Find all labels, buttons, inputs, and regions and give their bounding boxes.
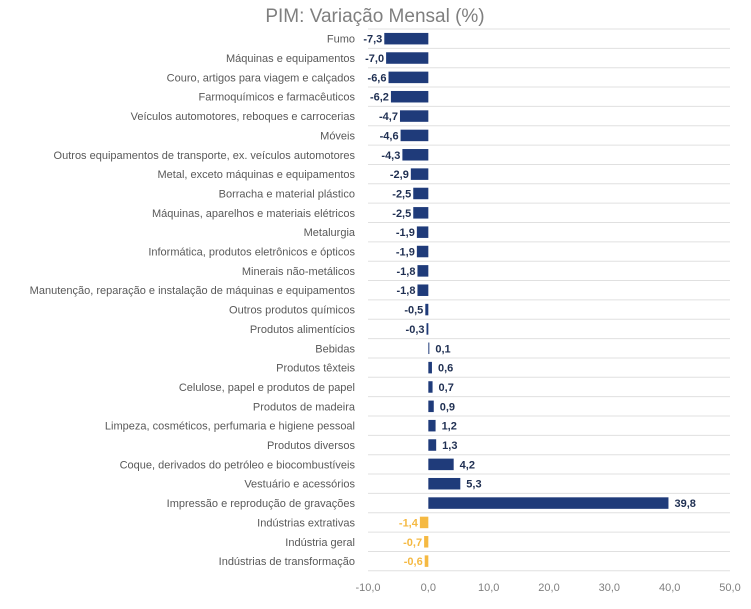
- data-label: -1,9: [396, 247, 415, 259]
- bar: [428, 342, 430, 355]
- bar: [388, 71, 429, 84]
- bar: [384, 32, 429, 45]
- bar: [426, 323, 429, 335]
- bar: [410, 168, 429, 180]
- category-label: Veículos automotores, reboques e carroce…: [131, 111, 356, 123]
- category-label: Celulose, papel e produtos de papel: [179, 382, 355, 394]
- category-label: Farmoquímicos e farmacêuticos: [199, 92, 356, 104]
- data-label: -1,9: [396, 227, 415, 239]
- data-label: 1,2: [442, 421, 457, 433]
- category-label: Coque, derivados do petróleo e biocombus…: [120, 459, 356, 471]
- category-label: Fumo: [327, 34, 355, 46]
- data-label: -2,9: [390, 169, 409, 181]
- bar: [417, 265, 429, 277]
- data-label: -7,3: [363, 34, 382, 46]
- category-label: Minerais não-metálicos: [242, 266, 356, 278]
- bar: [428, 477, 461, 490]
- bar: [419, 516, 429, 529]
- bar: [428, 439, 437, 451]
- bar: [428, 419, 436, 432]
- x-tick-label: 40,0: [659, 582, 680, 594]
- bar: [424, 555, 429, 567]
- category-label: Indústrias de transformação: [219, 556, 355, 568]
- bar: [425, 303, 429, 316]
- category-label: Produtos diversos: [267, 440, 356, 452]
- bar: [424, 536, 429, 548]
- x-tick-label: 30,0: [599, 582, 620, 594]
- data-label: -0,6: [404, 556, 423, 568]
- data-label: -4,3: [381, 150, 400, 162]
- category-label: Máquinas, aparelhos e materiais elétrico…: [152, 208, 355, 220]
- bar: [428, 497, 669, 509]
- category-label: Produtos alimentícios: [250, 324, 356, 336]
- data-label: 1,3: [442, 440, 457, 452]
- data-label: 5,3: [466, 479, 481, 491]
- category-label: Metal, exceto máquinas e equipamentos: [157, 169, 355, 181]
- data-label: 0,7: [439, 382, 454, 394]
- category-label: Móveis: [320, 130, 355, 142]
- data-label: 0,6: [438, 363, 453, 375]
- chart-title: PIM: Variação Mensal (%): [265, 6, 484, 27]
- bar: [402, 149, 429, 161]
- data-label: -4,7: [379, 111, 398, 123]
- bar: [390, 90, 429, 103]
- x-tick-label: 10,0: [478, 582, 499, 594]
- x-tick-label: -10,0: [355, 582, 380, 594]
- bar: [386, 52, 429, 64]
- data-label: -2,5: [392, 188, 411, 200]
- category-label: Informática, produtos eletrônicos e ópti…: [148, 247, 355, 259]
- category-label: Vestuário e acessórios: [244, 479, 355, 491]
- category-label: Outros equipamentos de transporte, ex. v…: [54, 150, 356, 162]
- bar: [416, 226, 429, 238]
- data-label: 0,1: [435, 343, 450, 355]
- category-label: Outros produtos químicos: [229, 305, 355, 317]
- category-label: Manutenção, reparação e instalação de má…: [30, 285, 356, 297]
- data-label: -7,0: [365, 53, 384, 65]
- bar: [417, 284, 429, 296]
- data-label: -1,8: [397, 266, 416, 278]
- data-label: -1,4: [399, 517, 419, 529]
- bar: [416, 245, 429, 258]
- data-label: -6,2: [370, 92, 389, 104]
- category-label: Impressão e reprodução de gravações: [167, 498, 356, 510]
- bar: [428, 458, 454, 471]
- x-tick-label: 50,0: [719, 582, 740, 594]
- category-label: Produtos de madeira: [253, 401, 356, 413]
- category-label: Produtos têxteis: [276, 363, 355, 375]
- category-label: Bebidas: [315, 343, 355, 355]
- category-label: Indústria geral: [285, 537, 355, 549]
- data-label: 0,9: [440, 401, 455, 413]
- bar: [413, 207, 429, 219]
- data-label: -4,6: [380, 130, 399, 142]
- data-label: -6,6: [368, 72, 387, 84]
- data-label: -0,7: [403, 537, 422, 549]
- category-label: Couro, artigos para viagem e calçados: [167, 72, 356, 84]
- bar: [428, 361, 432, 374]
- bar: [428, 400, 434, 413]
- data-label: -0,3: [406, 324, 425, 336]
- category-label: Limpeza, cosméticos, perfumaria e higien…: [105, 421, 355, 433]
- bar: [400, 129, 429, 142]
- category-label: Máquinas e equipamentos: [226, 53, 356, 65]
- x-tick-label: 20,0: [538, 582, 559, 594]
- data-label: -2,5: [392, 208, 411, 220]
- bar: [399, 110, 429, 122]
- data-label: -0,5: [404, 305, 423, 317]
- data-label: 39,8: [674, 498, 695, 510]
- category-label: Borracha e material plástico: [219, 188, 355, 200]
- x-tick-label: 0,0: [421, 582, 436, 594]
- data-label: 4,2: [460, 459, 475, 471]
- bar: [428, 381, 433, 393]
- category-label: Indústrias extrativas: [257, 517, 355, 529]
- data-label: -1,8: [397, 285, 416, 297]
- category-label: Metalurgia: [304, 227, 356, 239]
- bar: [413, 187, 429, 200]
